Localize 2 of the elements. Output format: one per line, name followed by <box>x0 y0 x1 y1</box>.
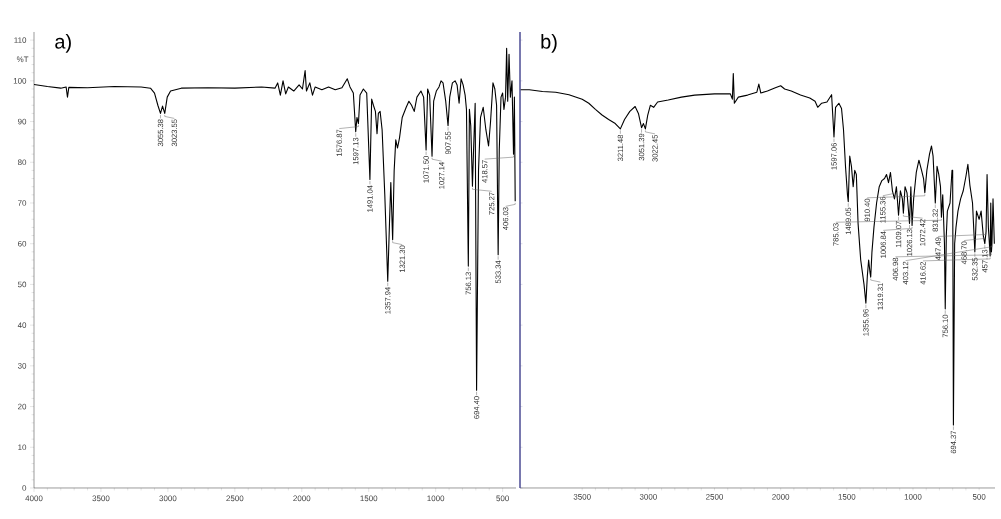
chart-title: b) <box>541 34 557 53</box>
chart-title: a) <box>55 34 71 53</box>
